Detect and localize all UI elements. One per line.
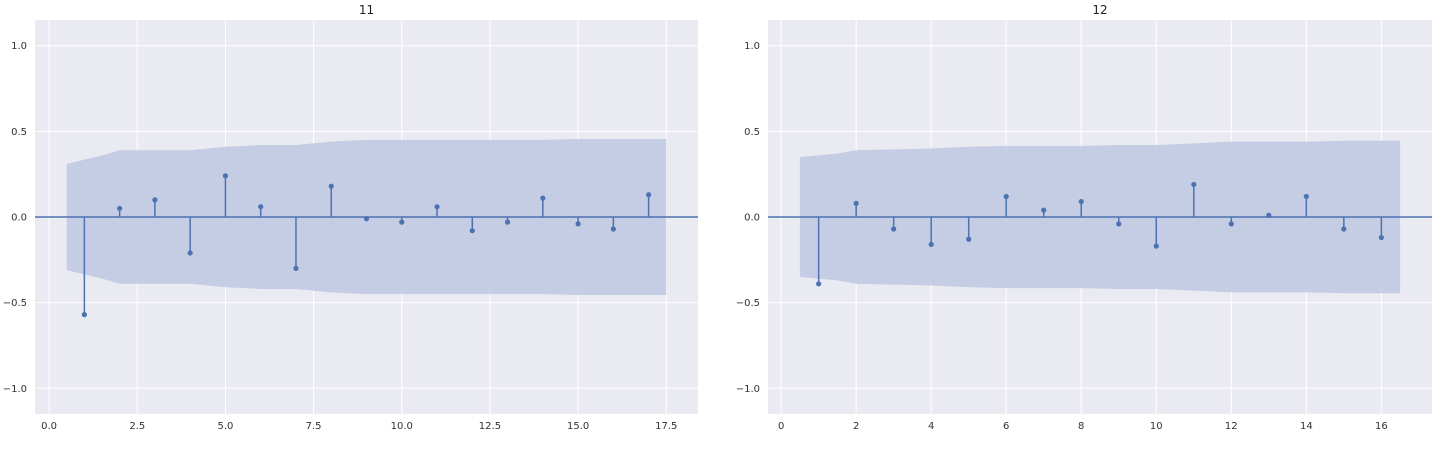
acf-point <box>258 204 264 210</box>
acf-point <box>434 204 440 210</box>
y-tick-label: −0.5 <box>3 298 27 309</box>
x-tick-label: 6 <box>1003 421 1009 432</box>
acf-point <box>1041 207 1047 213</box>
acf-point <box>1341 226 1347 232</box>
acf-point <box>1003 193 1009 200</box>
x-tick-label: 12 <box>1225 421 1238 432</box>
y-tick-label: 0.5 <box>744 127 760 138</box>
acf-point <box>891 226 897 232</box>
acf-point <box>399 219 405 225</box>
x-tick-label: 10.0 <box>391 421 413 432</box>
acf-point <box>1378 234 1384 241</box>
x-tick-label: 0.0 <box>41 421 57 432</box>
y-tick-label: 1.0 <box>11 41 27 52</box>
acf-point <box>575 221 581 227</box>
acf-point <box>1303 193 1309 200</box>
acf-point <box>328 183 334 189</box>
acf-point <box>469 228 475 234</box>
x-tick-label: 7.5 <box>306 421 322 432</box>
acf-point <box>1266 212 1272 218</box>
acf-point <box>152 197 158 203</box>
y-tick-label: −1.0 <box>3 384 27 395</box>
x-tick-label: 8 <box>1078 421 1084 432</box>
x-tick-label: 4 <box>928 421 934 432</box>
acf-point <box>610 226 616 232</box>
y-tick-label: −0.5 <box>736 298 760 309</box>
y-tick-label: 1.0 <box>744 41 760 52</box>
x-tick-label: 2.5 <box>129 421 145 432</box>
x-tick-label: 17.5 <box>655 421 677 432</box>
acf-point <box>853 200 859 206</box>
acf-point <box>504 219 511 225</box>
acf-panel-12: 0 2 4 6 8 10 12 14 16 −1.0 −0.5 0.0 0.5 1.0 12 <box>736 3 1432 432</box>
acf-point <box>293 265 299 271</box>
acf-point <box>928 241 934 248</box>
acf-point <box>816 281 822 287</box>
y-tick-label: 0.5 <box>11 127 27 138</box>
x-tick-label: 2 <box>853 421 859 432</box>
acf-point <box>1153 243 1159 249</box>
acf-point <box>222 173 229 179</box>
x-tick-label: 16 <box>1375 421 1388 432</box>
y-tick-label: 0.0 <box>744 213 760 224</box>
acf-panel-11: 0.0 2.5 5.0 7.5 10.0 12.5 15.0 17.5 −1.0 −0.5 0.0 0… <box>3 3 698 432</box>
acf-point <box>1116 221 1122 227</box>
acf-point <box>966 236 972 242</box>
chart-title: 12 <box>1092 3 1107 17</box>
x-tick-label: 15.0 <box>567 421 589 432</box>
acf-point <box>1228 221 1234 227</box>
acf-point <box>646 192 652 198</box>
x-tick-label: 14 <box>1300 421 1313 432</box>
acf-point <box>117 205 123 212</box>
y-tick-label: −1.0 <box>736 384 760 395</box>
acf-point <box>1191 181 1197 188</box>
x-tick-label: 5.0 <box>217 421 233 432</box>
acf-point <box>540 195 546 201</box>
x-tick-label: 10 <box>1150 421 1163 432</box>
x-tick-label: 0 <box>778 421 784 432</box>
acf-point <box>81 312 87 318</box>
acf-point <box>363 216 370 222</box>
y-tick-label: 0.0 <box>11 213 27 224</box>
x-tick-label: 12.5 <box>479 421 501 432</box>
acf-point <box>187 250 193 256</box>
chart-title: 11 <box>359 3 374 17</box>
acf-point <box>1078 198 1084 205</box>
